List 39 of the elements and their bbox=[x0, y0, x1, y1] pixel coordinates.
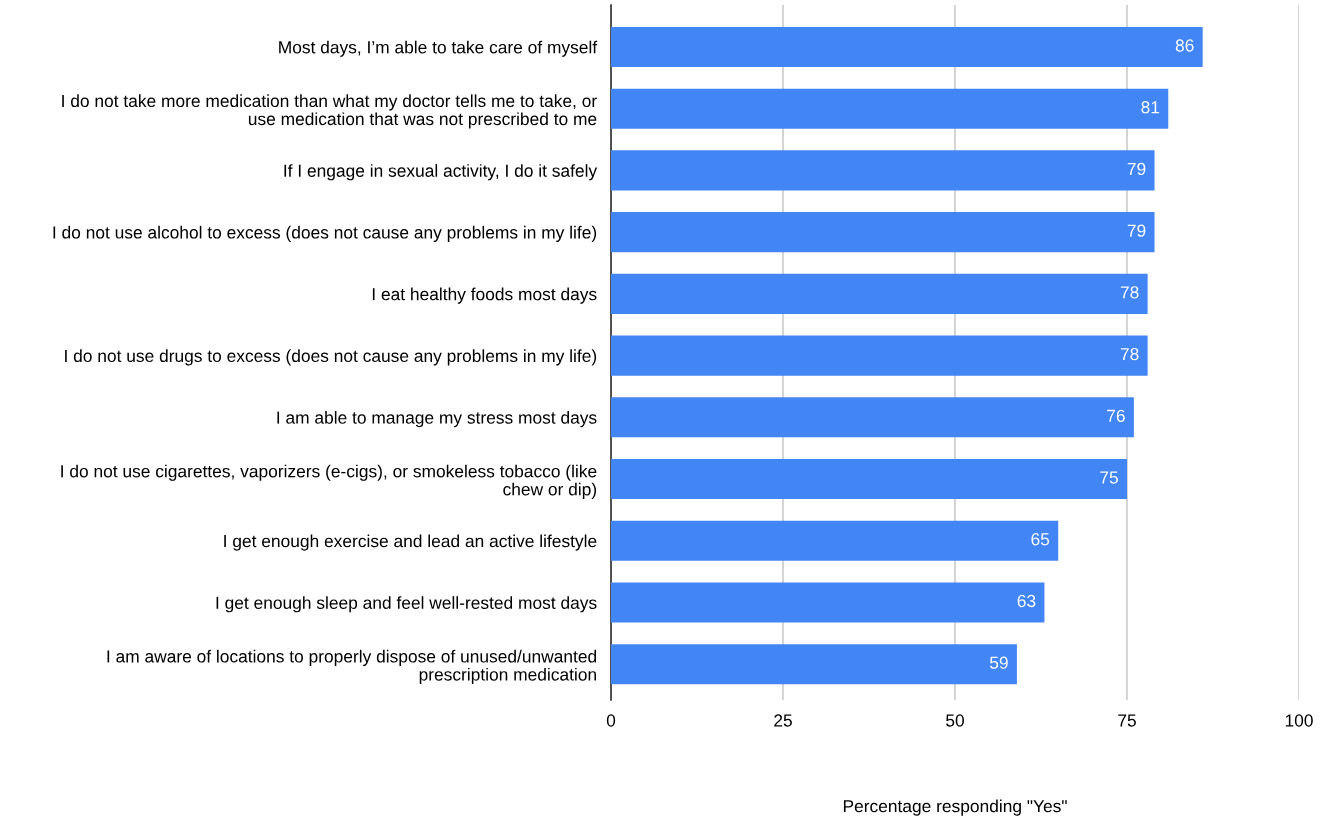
y-tick-label: Most days, I’m able to take care of myself bbox=[279, 40, 598, 57]
y-tick-label: I do not use alcohol to excess (does not cause any problems in my life) bbox=[53, 225, 597, 243]
bar bbox=[611, 520, 1059, 561]
x-tick-label: 25 bbox=[774, 714, 792, 727]
bar bbox=[611, 397, 1134, 438]
x-tick-label: 50 bbox=[946, 714, 964, 727]
y-tick-label: I am able to manage my stress most days bbox=[277, 411, 597, 428]
bar bbox=[611, 150, 1155, 191]
y-tick-label: If I engage in sexual activity, I do it safely bbox=[284, 164, 598, 181]
bar bbox=[611, 88, 1169, 129]
data-label: 59 bbox=[989, 656, 1008, 669]
y-tick-label: I get enough exercise and lead an active lifestyle bbox=[224, 534, 597, 551]
bar bbox=[611, 212, 1155, 253]
y-tick-label: I do not take more medication than what my doctor tells me to take, or use medication that was not prescribed to me bbox=[62, 94, 597, 129]
data-label: 78 bbox=[1120, 286, 1139, 299]
bar bbox=[611, 458, 1127, 500]
data-label: 63 bbox=[1017, 594, 1036, 608]
y-tick-label: I eat healthy foods most days bbox=[372, 287, 597, 304]
data-label: 79 bbox=[1127, 162, 1146, 176]
y-tick-label: I do not use drugs to excess (does not cause any problems in my life) bbox=[65, 349, 597, 366]
y-tick-label: I am aware of locations to properly dispose of unused/unwanted prescription medication bbox=[107, 649, 597, 685]
bar bbox=[611, 273, 1148, 314]
y-tick-label: I do not use cigarettes, vaporizers (e-cigs), or smokeless tobacco (like chew or dip) bbox=[61, 464, 597, 499]
x-axis-title: Percentage responding "Yes" bbox=[843, 799, 1067, 816]
data-label: 78 bbox=[1120, 347, 1139, 361]
bar bbox=[611, 26, 1203, 68]
bar bbox=[611, 335, 1148, 376]
data-label: 75 bbox=[1100, 471, 1118, 484]
bar bbox=[611, 644, 1017, 685]
data-label: 86 bbox=[1175, 39, 1194, 52]
x-tick-label: 100 bbox=[1285, 714, 1313, 727]
data-label: 81 bbox=[1141, 101, 1160, 114]
y-tick-label: I get enough sleep and feel well-rested most days bbox=[216, 596, 597, 613]
x-tick-label: 75 bbox=[1118, 714, 1136, 727]
x-tick-label: 0 bbox=[606, 714, 616, 727]
bar bbox=[611, 582, 1045, 623]
data-label: 65 bbox=[1031, 533, 1050, 546]
data-label: 79 bbox=[1127, 224, 1146, 237]
data-label: 76 bbox=[1107, 409, 1125, 422]
